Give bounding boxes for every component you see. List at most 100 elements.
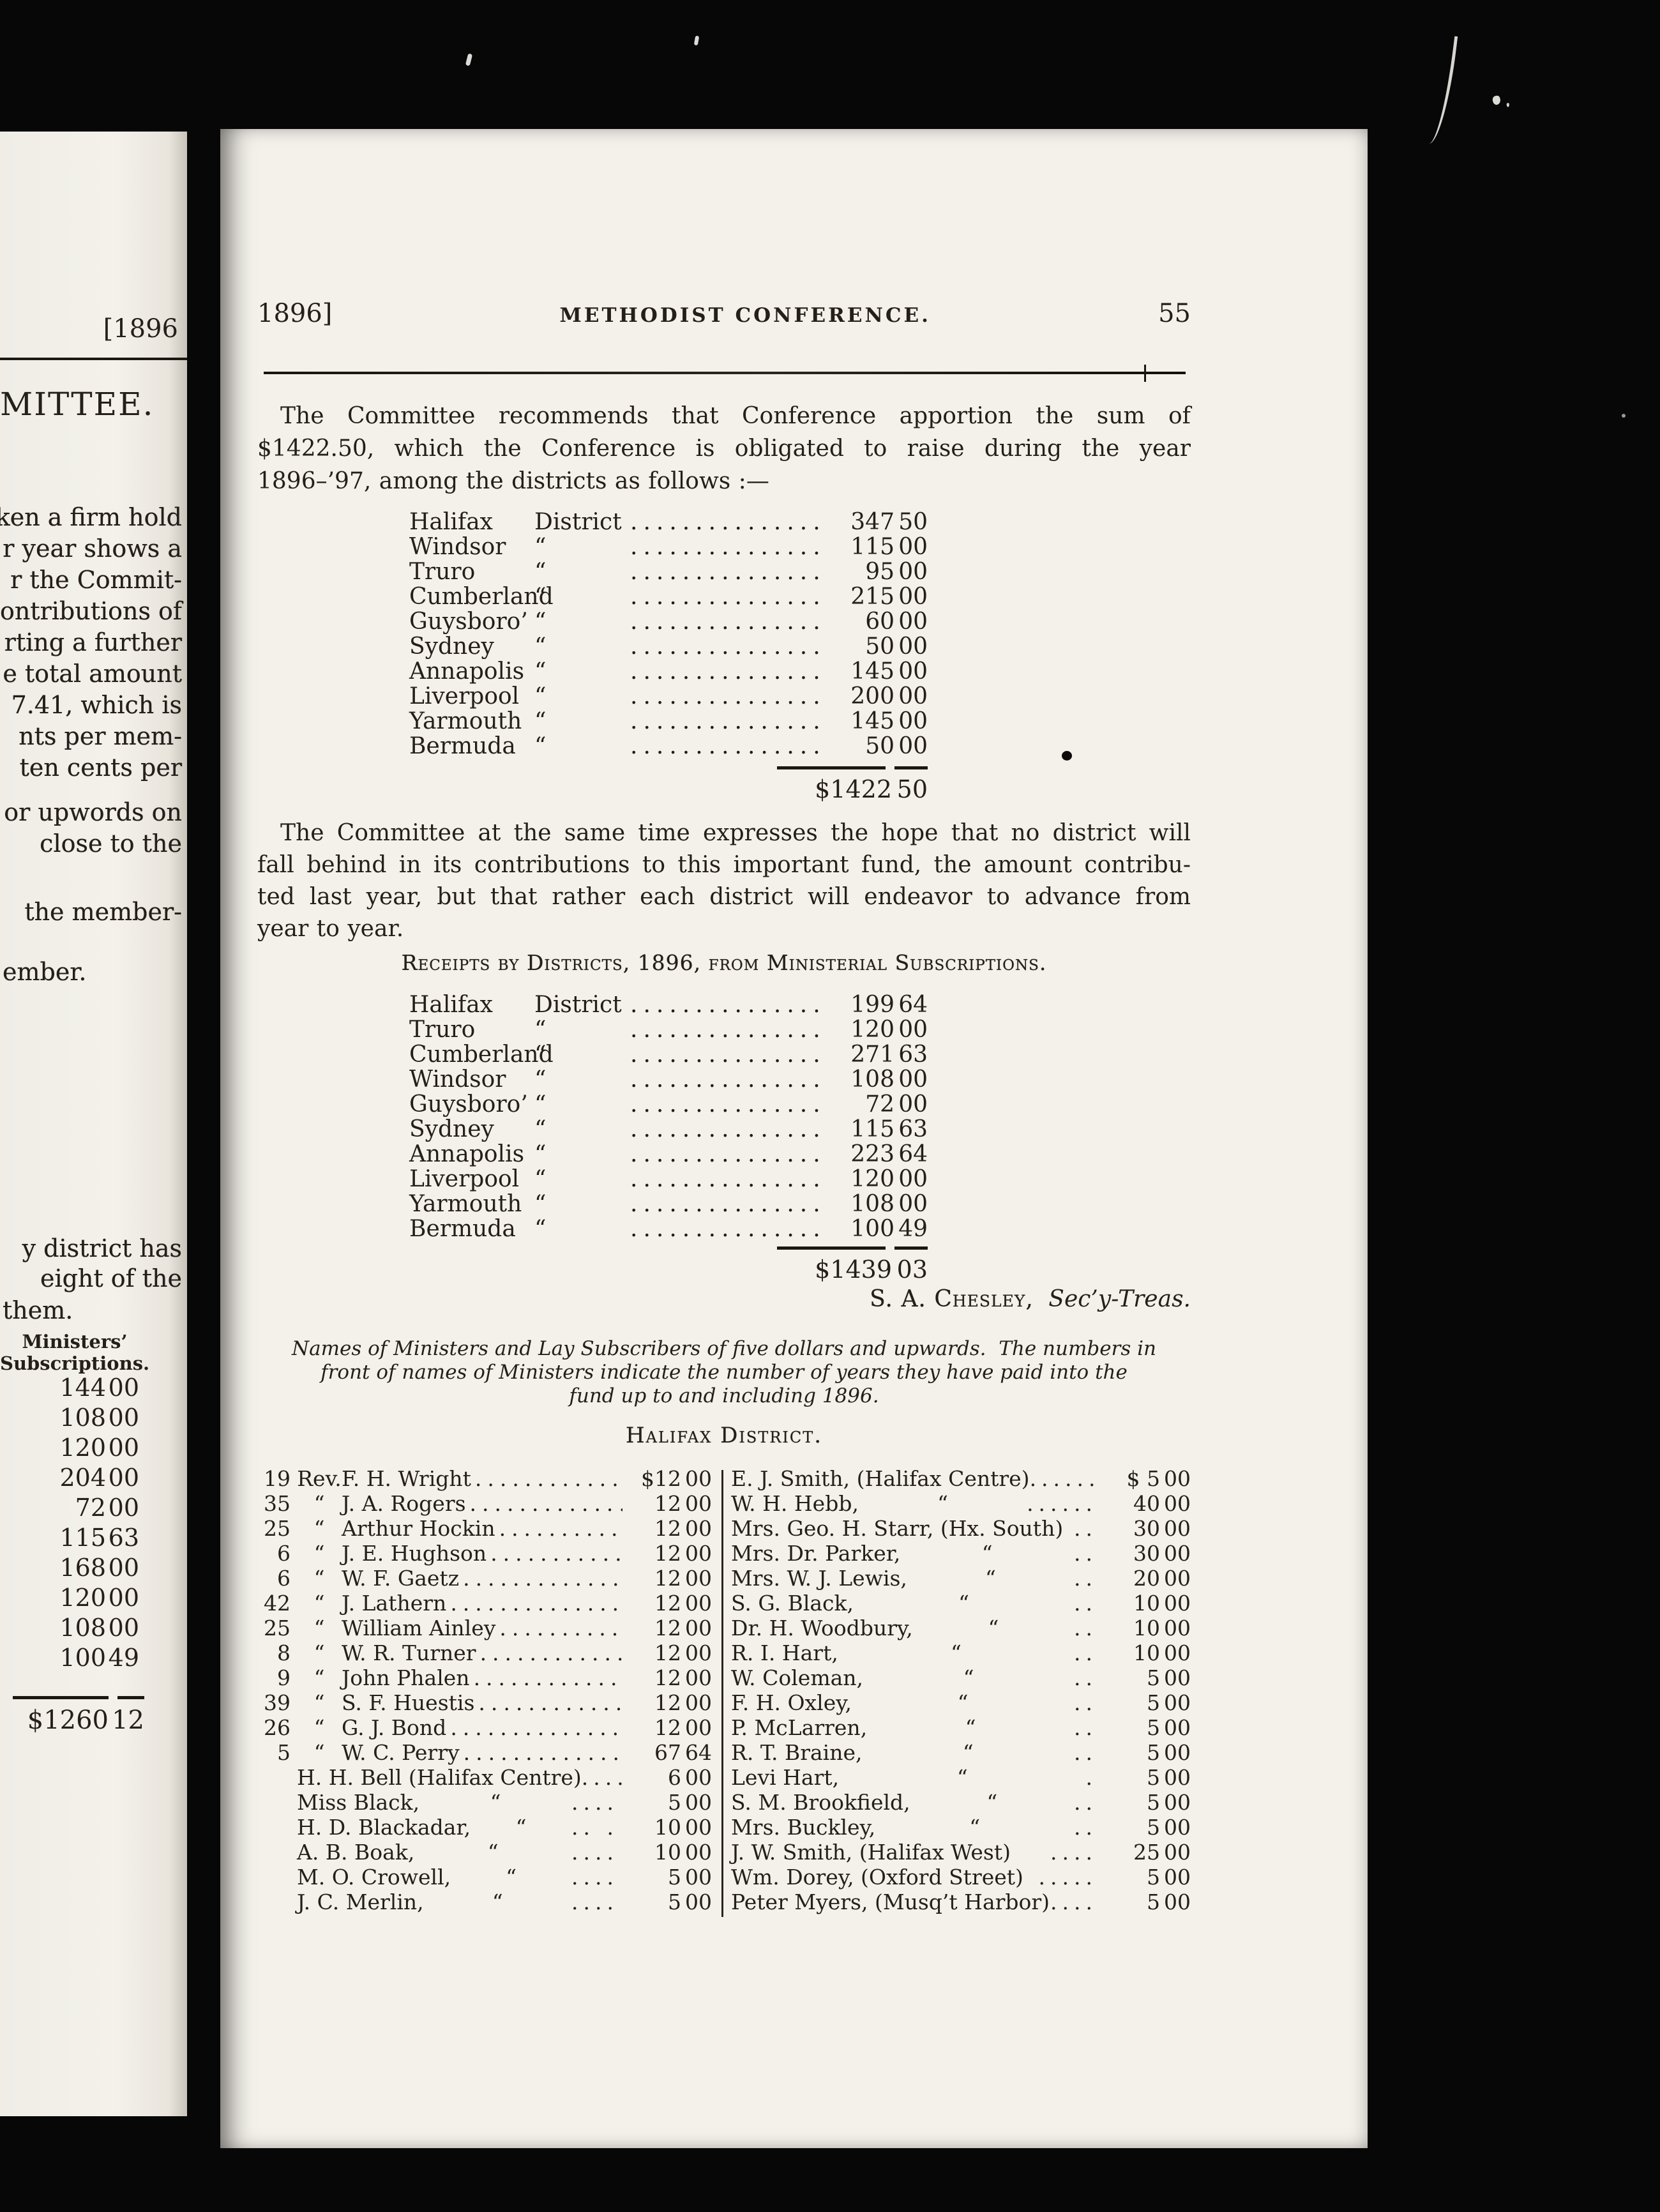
amount: 25 00 xyxy=(1101,1840,1191,1865)
district-row: Liverpool “..............................… xyxy=(409,684,928,709)
dot-leader: ........................................… xyxy=(630,1017,827,1042)
district-name: Yarmouth xyxy=(409,1191,522,1217)
district-name: Guysboro’ xyxy=(409,1091,528,1117)
dot-leader: .. xyxy=(1074,1566,1098,1591)
subscriber-name: W. Coleman, xyxy=(731,1665,864,1690)
amount: $12 00 xyxy=(622,1466,712,1491)
amount-dollars: 60 xyxy=(865,609,894,635)
years-count: 5 xyxy=(277,1740,290,1765)
amount: 12 00 xyxy=(622,1491,712,1516)
left-page-year: [1896 xyxy=(103,314,178,344)
subscriber-row: 39 “ S. F. Huestis........................… xyxy=(257,1690,712,1715)
amount: 12 00 xyxy=(622,1640,712,1665)
ditto-mark: “ xyxy=(534,1166,547,1192)
hope-paragraph: The Committee at the same time expresses… xyxy=(257,817,1191,945)
subscriber-row: H. D. Blackadar, “.. . 10 00 xyxy=(257,1815,712,1840)
amount: 20 00 xyxy=(1101,1566,1191,1591)
subscriber-name: J. W. Smith, (Halifax West) xyxy=(731,1840,1011,1865)
amount: 5 00 xyxy=(1101,1665,1191,1690)
dot-leader: ...... xyxy=(1029,1466,1101,1491)
ditto-mark: “ xyxy=(313,1566,325,1591)
district-row: Sydney “.................................… xyxy=(409,634,928,659)
subscriber-row: W. H. Hebb, “...... 40 00 xyxy=(731,1491,1191,1516)
subscriber-row: 35 “ J. A. Rogers.........................… xyxy=(257,1491,712,1516)
text-line: $1422.50, which the Conference is obliga… xyxy=(257,436,1191,462)
dot-leader: . xyxy=(1085,1765,1098,1790)
text-line: front of names of Ministers indicate the… xyxy=(321,1361,1128,1384)
amount-dollars: 95 xyxy=(865,559,894,585)
amount-cents: 00 xyxy=(1164,1765,1191,1790)
amount-dollars: 20 xyxy=(1133,1566,1161,1591)
dot-leader: ........................................… xyxy=(630,584,827,609)
ditto-mark: “ xyxy=(988,1616,999,1640)
amount-cents: 00 xyxy=(108,1434,139,1462)
ditto-mark: “ xyxy=(492,1890,503,1914)
text-line: ten cents per xyxy=(19,754,182,782)
district-name: Bermuda xyxy=(409,733,516,759)
subscriber-row: S. G. Black, “.. 10 00 xyxy=(731,1591,1191,1616)
subscriber-name: Mrs. Buckley, xyxy=(731,1815,876,1840)
amount: 72 00 xyxy=(827,1092,928,1117)
signature: S. A. Chesley, Sec’y-Treas. xyxy=(257,1286,1191,1312)
ditto-mark: “ xyxy=(313,1665,325,1690)
amount-dollars: 12 xyxy=(654,1715,681,1740)
amount: 200 00 xyxy=(827,684,928,709)
text-line: the member- xyxy=(24,898,182,926)
amount-dollars: 120 xyxy=(59,1434,106,1462)
subscriber-name: S. M. Brookfield, xyxy=(731,1790,910,1815)
subscription-amount-row: 72 00 xyxy=(0,1493,139,1523)
amount-cents: 00 xyxy=(685,1865,713,1890)
amount: 223 64 xyxy=(827,1142,928,1167)
years-count: 42 xyxy=(264,1591,290,1616)
amount-cents: 00 xyxy=(685,1466,712,1491)
district-name: Halifax xyxy=(409,509,493,535)
dot-leader: .. xyxy=(1074,1715,1098,1740)
amount: 50 00 xyxy=(827,634,928,659)
dot-leader: .... xyxy=(571,1865,619,1890)
years-count: 26 xyxy=(264,1715,290,1740)
amount-cents: 00 xyxy=(898,1017,928,1043)
ministers-subscriptions-amounts: 144 00 108 00 120 00 204 00 72 00 115 63 168 00 120 00 1… xyxy=(0,1373,139,1673)
amount: 30 00 xyxy=(1101,1516,1191,1541)
page-header: 1896] METHODIST CONFERENCE. 55 xyxy=(257,299,1191,328)
subscriber-row: 5 “ W. C. Perry...........................… xyxy=(257,1740,712,1765)
ink-spot xyxy=(1062,751,1072,761)
ditto-mark: “ xyxy=(956,1765,968,1790)
ditto-mark: “ xyxy=(963,1665,974,1690)
dot-leader: .. xyxy=(1074,1591,1098,1616)
amount: 12 00 xyxy=(622,1516,712,1541)
amount-cents: 00 xyxy=(898,708,928,734)
amount-dollars: 144 xyxy=(59,1374,106,1402)
ditto-mark: “ xyxy=(534,733,547,759)
ministers-subscriptions-header: Ministers’ Subscriptions. xyxy=(0,1331,149,1374)
district-name: Annapolis xyxy=(409,658,525,685)
amount-dollars: $ 5 xyxy=(1126,1466,1160,1491)
amount: 100 49 xyxy=(0,1643,139,1673)
amount: 108 00 xyxy=(0,1403,139,1433)
amount-dollars: 108 xyxy=(59,1614,106,1642)
subscriber-name: Peter Myers, (Musq’t Harbor) xyxy=(731,1890,1050,1914)
dot-leader: ........................................… xyxy=(630,634,827,659)
dot-leader: ........................................… xyxy=(630,609,827,634)
text-line: r the Commit- xyxy=(10,566,182,594)
amount-dollars: 12 xyxy=(654,1591,681,1616)
amount-dollars: 100 xyxy=(59,1644,106,1672)
amount-dollars: 347 xyxy=(850,509,894,535)
ditto-mark: “ xyxy=(981,1541,993,1566)
ditto-mark: “ xyxy=(534,1091,547,1117)
subscriber-row: 8 “ W. R. Turner..........................… xyxy=(257,1640,712,1665)
dot-leader: ........................................… xyxy=(630,1117,827,1142)
subscriber-row: 42 “ J. Lathern...........................… xyxy=(257,1591,712,1616)
amount-cents: 50 xyxy=(896,775,928,803)
scratch-mark xyxy=(1418,33,1458,146)
column-header-line: Ministers’ xyxy=(22,1331,128,1352)
text-line: ted last year, but that rather each dist… xyxy=(257,884,1191,910)
dot-leader: .. xyxy=(1074,1690,1098,1715)
subscriber-name: Dr. H. Woodbury, xyxy=(731,1616,913,1640)
dot-leader: ........................................… xyxy=(479,1640,622,1665)
amount-dollars: 108 xyxy=(850,1066,894,1093)
subscriber-name: Miss Black, xyxy=(297,1790,420,1815)
amount: 12 00 xyxy=(622,1665,712,1690)
district-name: Cumberland xyxy=(409,1042,554,1068)
column-header-line: Subscriptions. xyxy=(0,1352,150,1374)
